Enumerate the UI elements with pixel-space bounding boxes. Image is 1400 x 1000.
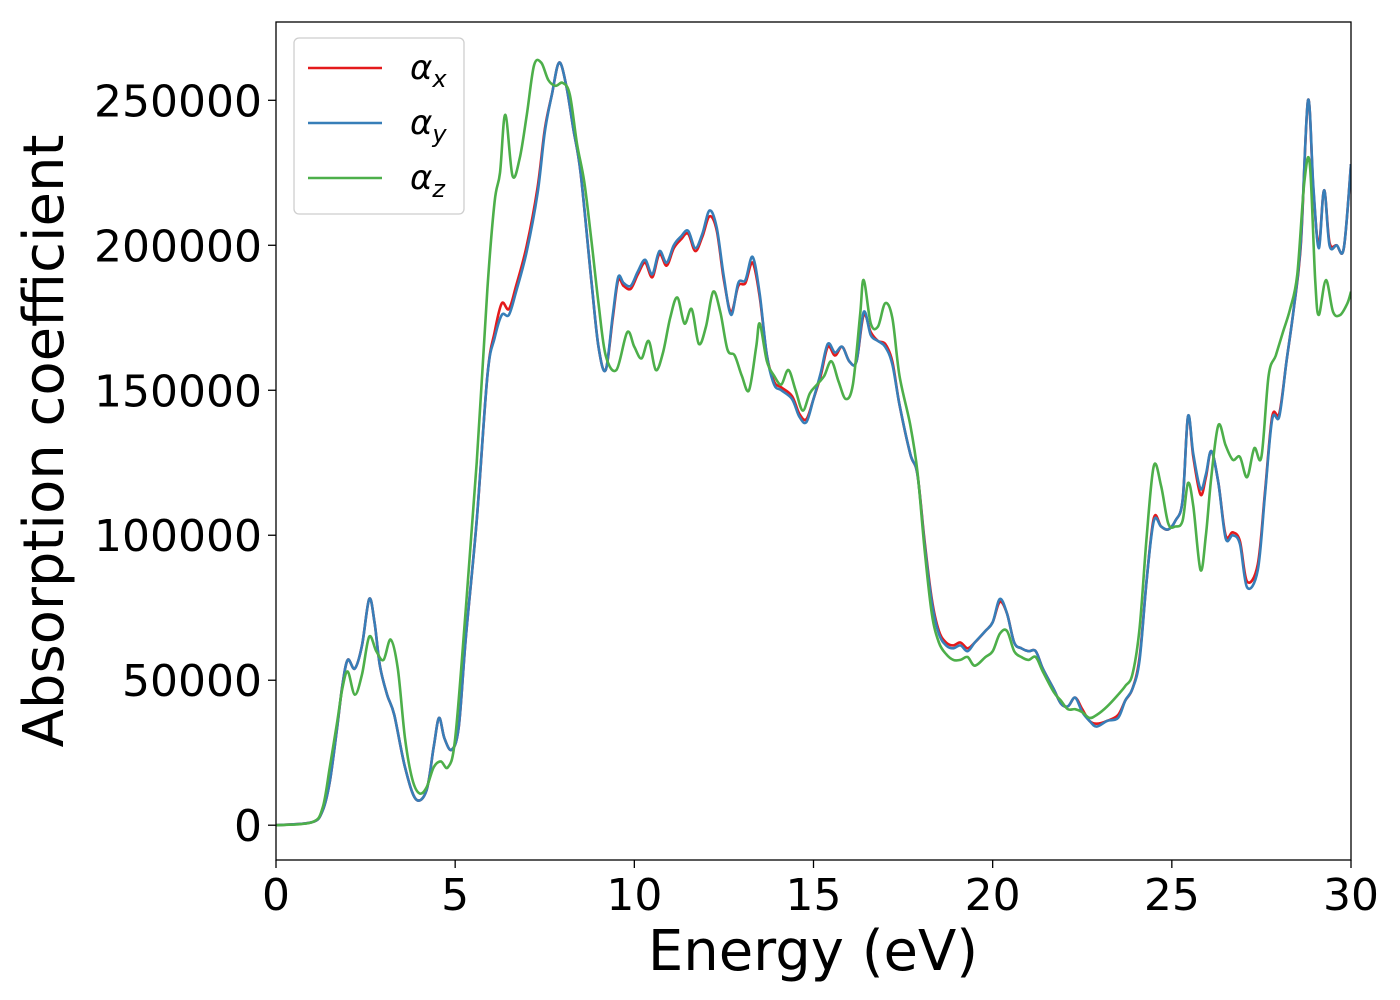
- series-line-z: [276, 58, 1351, 827]
- plot-area: [276, 58, 1351, 827]
- y-tick-label: 50000: [122, 656, 262, 707]
- y-tick-label: 250000: [94, 76, 262, 127]
- x-tick-label: 10: [606, 870, 662, 921]
- x-tick-label: 25: [1144, 870, 1200, 921]
- x-tick-label: 15: [786, 870, 842, 921]
- y-tick-label: 150000: [94, 366, 262, 417]
- series-line-y: [276, 61, 1351, 827]
- x-axis: 0 5 10 15 20 25 30: [262, 860, 1379, 921]
- y-tick-label: 100000: [94, 511, 262, 562]
- y-axis-title: Absorption coefficient: [12, 135, 77, 748]
- legend-label-y: αy: [410, 103, 447, 148]
- x-tick-label: 0: [262, 870, 290, 921]
- y-tick-label: 200000: [94, 221, 262, 272]
- y-tick-label: 0: [234, 801, 262, 852]
- legend-label-z: αz: [410, 158, 446, 203]
- x-tick-label: 5: [441, 870, 469, 921]
- legend-box: [293, 37, 465, 215]
- x-axis-title: Energy (eV): [648, 919, 978, 984]
- y-axis: 0 50000 100000 150000 200000 250000: [94, 76, 276, 852]
- x-tick-label: 20: [965, 870, 1021, 921]
- legend: αx αy αz: [293, 37, 465, 215]
- x-tick-label: 30: [1323, 870, 1379, 921]
- legend-label-x: αx: [410, 48, 447, 93]
